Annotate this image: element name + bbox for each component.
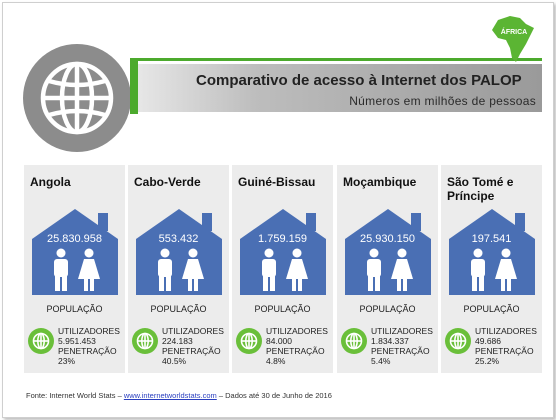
users-label: UTILIZADORES bbox=[266, 326, 328, 336]
users-value: 224.183 bbox=[162, 336, 193, 346]
population-label: POPULAÇÃO bbox=[150, 304, 207, 314]
penetration-value: 4.8% bbox=[266, 356, 286, 366]
penetration-label: PENETRAÇÃO bbox=[162, 346, 221, 356]
penetration-label: PENETRAÇÃO bbox=[371, 346, 430, 356]
internet-stats: UTILIZADORES 84.000 PENETRAÇÃO 4.8% bbox=[266, 326, 334, 366]
internet-stats: UTILIZADORES 1.834.337 PENETRAÇÃO 5.4% bbox=[371, 326, 439, 366]
country-name: Moçambique bbox=[343, 175, 417, 189]
penetration-value: 23% bbox=[58, 356, 76, 366]
house-icon bbox=[136, 209, 222, 295]
population-value: 553.432 bbox=[158, 233, 199, 245]
population-label: POPULAÇÃO bbox=[359, 304, 416, 314]
house-icon bbox=[32, 209, 118, 295]
population-label: POPULAÇÃO bbox=[463, 304, 520, 314]
internet-stats: UTILIZADORES 5.951.453 PENETRAÇÃO 23% bbox=[58, 326, 126, 366]
house-icon bbox=[240, 209, 326, 295]
internet-globe-icon bbox=[445, 328, 471, 354]
population-label: POPULAÇÃO bbox=[254, 304, 311, 314]
africa-label: ÁFRICA bbox=[501, 27, 527, 36]
page-subtitle: Números em milhões de pessoas bbox=[349, 94, 536, 108]
users-label: UTILIZADORES bbox=[475, 326, 537, 336]
country-name: Cabo-Verde bbox=[134, 175, 201, 189]
page-title: Comparativo de acesso à Internet dos PAL… bbox=[196, 72, 522, 89]
source-note: Fonte: Internet World Stats – www.intern… bbox=[26, 391, 332, 400]
country-column: Moçambique 25.930.150 POPULAÇÃO UTILIZADORE… bbox=[337, 165, 438, 373]
internet-stats: UTILIZADORES 49.686 PENETRAÇÃO 25.2% bbox=[475, 326, 543, 366]
country-column: Cabo-Verde 553.432 POPULAÇÃO UTILIZADORES 22… bbox=[128, 165, 229, 373]
penetration-label: PENETRAÇÃO bbox=[475, 346, 534, 356]
internet-globe-icon bbox=[28, 328, 54, 354]
globe-icon bbox=[23, 44, 131, 152]
house-icon bbox=[449, 209, 535, 295]
country-column: São Tomé e Príncipe 197.541 POPULAÇÃO UTILI… bbox=[441, 165, 542, 373]
header-accent bbox=[130, 58, 138, 114]
users-value: 84.000 bbox=[266, 336, 292, 346]
country-name: São Tomé e Príncipe bbox=[447, 175, 514, 203]
population-value: 25.830.958 bbox=[46, 233, 103, 245]
africa-map-icon: ÁFRICA bbox=[492, 16, 534, 62]
users-value: 1.834.337 bbox=[371, 336, 409, 346]
population-label: POPULAÇÃO bbox=[46, 304, 103, 314]
internet-stats: UTILIZADORES 224.183 PENETRAÇÃO 40.5% bbox=[162, 326, 230, 366]
users-value: 5.951.453 bbox=[58, 336, 96, 346]
penetration-value: 5.4% bbox=[371, 356, 391, 366]
penetration-value: 25.2% bbox=[475, 356, 500, 366]
penetration-label: PENETRAÇÃO bbox=[58, 346, 117, 356]
penetration-label: PENETRAÇÃO bbox=[266, 346, 325, 356]
internet-globe-icon bbox=[341, 328, 367, 354]
internet-globe-icon bbox=[132, 328, 158, 354]
country-name: Angola bbox=[30, 175, 71, 189]
population-value: 1.759.159 bbox=[258, 233, 307, 245]
house-icon bbox=[345, 209, 431, 295]
penetration-value: 40.5% bbox=[162, 356, 187, 366]
source-link[interactable]: www.internetworldstats.com bbox=[123, 391, 217, 400]
users-label: UTILIZADORES bbox=[58, 326, 120, 336]
population-value: 25.930.150 bbox=[359, 233, 416, 245]
header-banner bbox=[134, 64, 542, 112]
users-value: 49.686 bbox=[475, 336, 501, 346]
source-prefix: Fonte: Internet World Stats – bbox=[26, 391, 124, 400]
country-name: Guiné-Bissau bbox=[238, 175, 316, 189]
users-label: UTILIZADORES bbox=[162, 326, 224, 336]
internet-globe-icon bbox=[236, 328, 262, 354]
header-accent-line bbox=[130, 58, 542, 61]
country-column: Angola 25.830.958 POPULAÇÃO UTILIZADORES 5.9… bbox=[24, 165, 125, 373]
population-value: 197.541 bbox=[471, 233, 512, 245]
users-label: UTILIZADORES bbox=[371, 326, 433, 336]
country-column: Guiné-Bissau 1.759.159 POPULAÇÃO UTILIZADOR… bbox=[232, 165, 333, 373]
source-suffix: – Dados até 30 de Junho de 2016 bbox=[216, 391, 332, 400]
